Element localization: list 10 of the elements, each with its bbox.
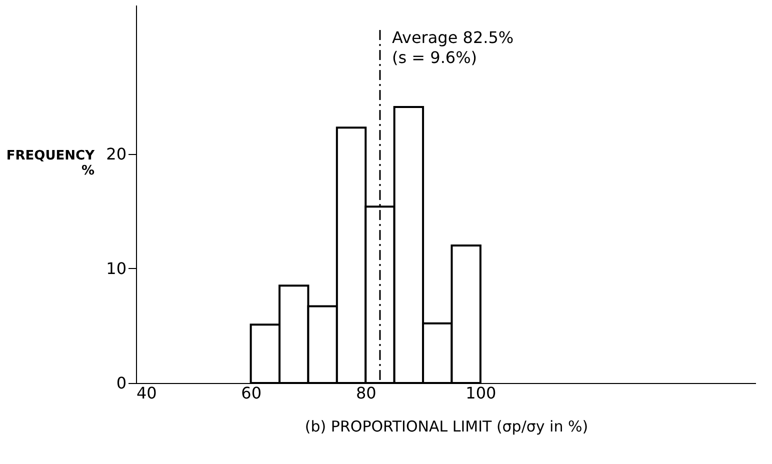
x-tick-label: 40	[136, 384, 157, 402]
y-tick-label: 10	[106, 258, 126, 278]
y-tick-label: 0	[116, 374, 126, 392]
ref-line-label: Average 82.5% (s = 9.6%)	[392, 28, 514, 67]
x-tick-label: 80	[356, 384, 376, 402]
y-axis-title: FREQUENCY %	[6, 148, 96, 178]
x-tick-label: 60	[241, 384, 262, 402]
y-tick-label: 20	[106, 144, 126, 164]
x-tick-label: 100	[466, 384, 496, 402]
x-axis-title: (b) PROPORTIONAL LIMIT (σp/σy in %)	[304, 418, 588, 436]
